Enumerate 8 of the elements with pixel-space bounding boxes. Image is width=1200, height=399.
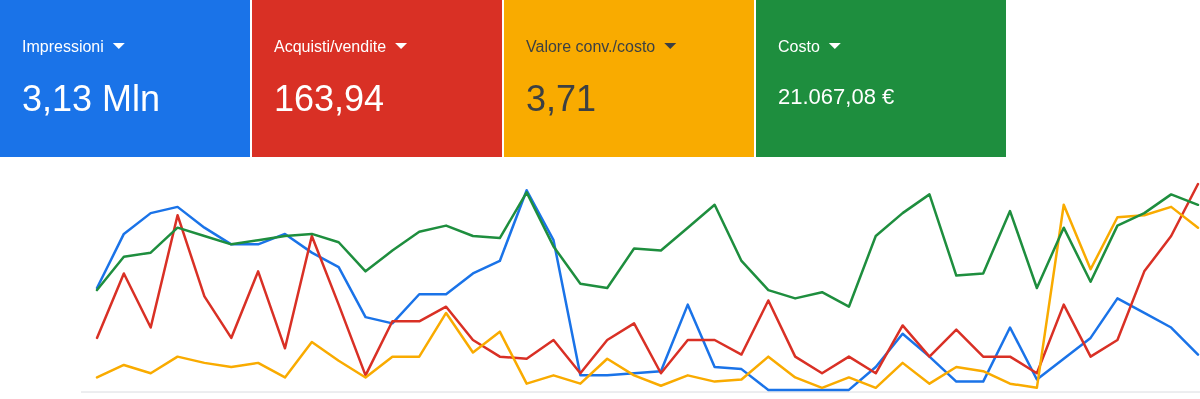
category-label: Acquisti/vendite xyxy=(274,38,387,55)
category-label: Valore conv./costo xyxy=(526,38,656,55)
text: 3,13 Mln xyxy=(22,78,161,119)
text: 3,71 xyxy=(526,78,597,119)
category-label: Costo xyxy=(778,38,820,55)
text: 21.067,08 € xyxy=(778,84,895,109)
text: 163,94 xyxy=(274,78,385,119)
category-label: Impressioni xyxy=(22,38,104,55)
